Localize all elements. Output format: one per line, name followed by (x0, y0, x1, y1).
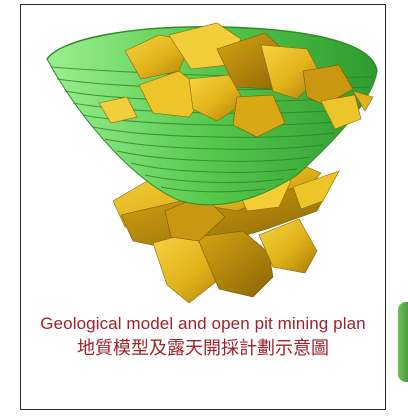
figure-card: Geological model and open pit mining pla… (20, 4, 386, 410)
upper-ore-body (98, 22, 374, 138)
pit-model-illustration (46, 22, 378, 304)
caption-chinese: 地質模型及露天開採計劃示意圖 (77, 338, 329, 359)
figure-caption: Geological model and open pit mining pla… (21, 313, 385, 361)
side-edge-tab (398, 302, 408, 382)
caption-english: Geological model and open pit mining pla… (40, 314, 366, 333)
